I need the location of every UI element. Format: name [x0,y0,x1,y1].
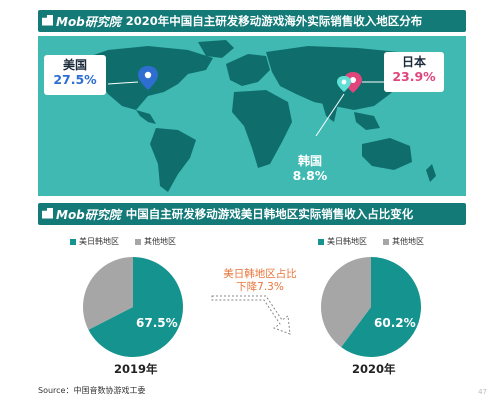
brand-text: Mob研究院 [56,207,121,222]
top-banner: Mob研究院 2020年中国自主研发移动游戏海外实际销售收入地区分布 [38,10,466,32]
south-america-shape [150,128,196,192]
pie-slice-美日韩地区 [341,257,421,357]
region-name: 日本 [401,55,426,69]
legend-2019: 美日韩地区 其他地区 [70,236,176,247]
change-note: 美日韩地区占比 下降7.3% [218,268,302,294]
korea-pin-icon [315,76,351,137]
southeast-asia-shape [354,112,380,130]
decline-arrow-icon [211,295,291,335]
region-value: 8.8% [292,168,328,184]
logo-icon [42,207,53,219]
region-value: 23.9% [392,69,436,85]
change-note-line2: 下降7.3% [236,281,284,294]
pie-slice-其他地区 [321,257,371,348]
pie-chart-2019 [83,257,183,357]
logo-icon [42,14,53,26]
pie-section-title: 中国自主研发移动游戏美日韩地区实际销售收入占比变化 [125,207,414,221]
callout-korea: 韩国 8.8% [290,154,330,188]
pie-slice-美日韩地区 [88,257,183,357]
legend-swatch-grey [383,238,389,245]
legend-label: 其他地区 [144,237,176,246]
pie-chart-2020 [321,257,421,357]
legend-label: 其他地区 [392,237,424,246]
brand-logo: Mob研究院 [38,13,121,30]
region-name: 韩国 [297,154,322,168]
callout-japan: 日本 23.9% [384,52,444,92]
legend-label: 美日韩地区 [327,237,367,246]
pie-2020-label: 60.2% [374,316,416,330]
brand-text: Mob研究院 [56,14,121,29]
legend-2020: 美日韩地区 其他地区 [318,236,424,247]
source-note: Source：中国音数协游戏工委 [38,386,146,395]
page-number: 47 [478,388,487,396]
callout-us: 美国 27.5% [44,55,106,95]
africa-shape [232,90,292,168]
pie-2019-title: 2019年 [114,362,158,376]
europe-shape [226,54,270,86]
central-america-shape [136,110,156,124]
greenland-shape [198,40,234,58]
us-pin-icon [107,66,158,90]
pie-2019-label: 67.5% [136,316,178,330]
map-title: 2020年中国自主研发移动游戏海外实际销售收入地区分布 [125,14,423,28]
legend-swatch-grey [135,238,141,245]
legend-label: 美日韩地区 [79,237,119,246]
pie-2020-title: 2020年 [352,362,396,376]
region-value: 27.5% [53,72,97,88]
india-shape [322,102,338,122]
brand-logo: Mob研究院 [38,206,121,223]
legend-swatch-teal [318,238,324,245]
pie-slice-其他地区 [83,257,133,330]
region-name: 美国 [62,58,87,72]
new-zealand-shape [426,164,436,182]
mid-banner: Mob研究院 中国自主研发移动游戏美日韩地区实际销售收入占比变化 [38,203,466,225]
legend-swatch-teal [70,238,76,245]
change-note-line1: 美日韩地区占比 [223,268,297,280]
australia-shape [362,138,412,170]
